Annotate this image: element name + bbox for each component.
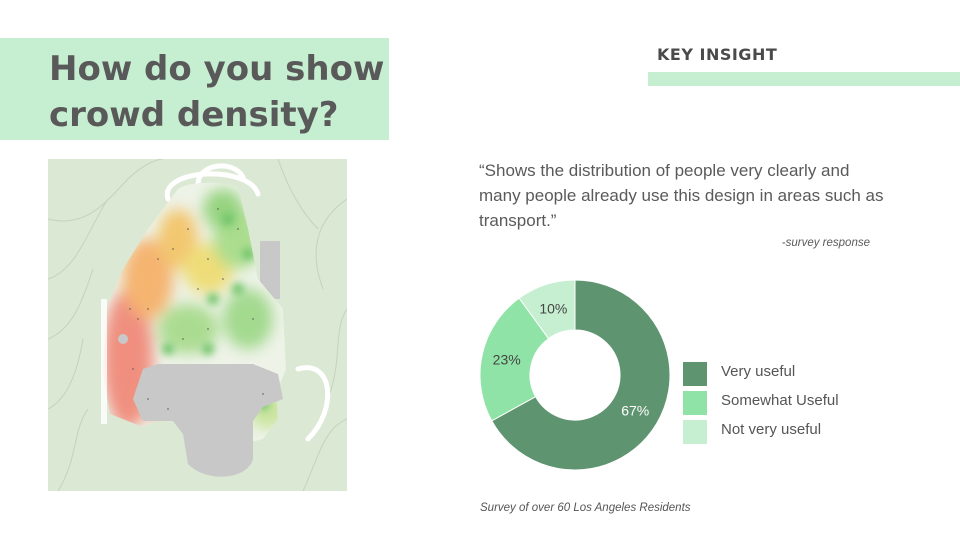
slice-somewhat-useful	[480, 297, 550, 422]
legend-swatch-somewhat-useful	[683, 391, 707, 415]
data-label-very-useful: 67%	[621, 403, 649, 419]
slice-very-useful	[491, 280, 670, 470]
survey-footnote: Survey of over 60 Los Angeles Residents	[480, 502, 691, 514]
data-label-somewhat-useful: 23%	[493, 352, 521, 368]
crowd-density-heatmap	[48, 159, 347, 491]
key-insight-label: KEY INSIGHT	[657, 45, 778, 64]
legend-swatch-not-very-useful	[683, 420, 707, 444]
title-banner: How do you show crowd density?	[0, 38, 389, 140]
slide-title: How do you show crowd density?	[49, 49, 385, 135]
quote-attribution: -survey response	[781, 237, 870, 249]
legend-label-very-useful: Very useful	[721, 363, 796, 380]
data-label-not-very-useful: 10%	[539, 300, 567, 316]
legend-swatch-very-useful	[683, 362, 707, 386]
survey-quote: “Shows the distribution of people very c…	[479, 161, 884, 230]
slice-not-very-useful	[518, 280, 576, 340]
legend-label-somewhat-useful: Somewhat Useful	[721, 392, 839, 409]
usefulness-donut-chart: 67% 23% 10%	[480, 280, 670, 470]
key-insight-underline	[648, 72, 960, 86]
legend-label-not-very-useful: Not very useful	[721, 421, 822, 438]
